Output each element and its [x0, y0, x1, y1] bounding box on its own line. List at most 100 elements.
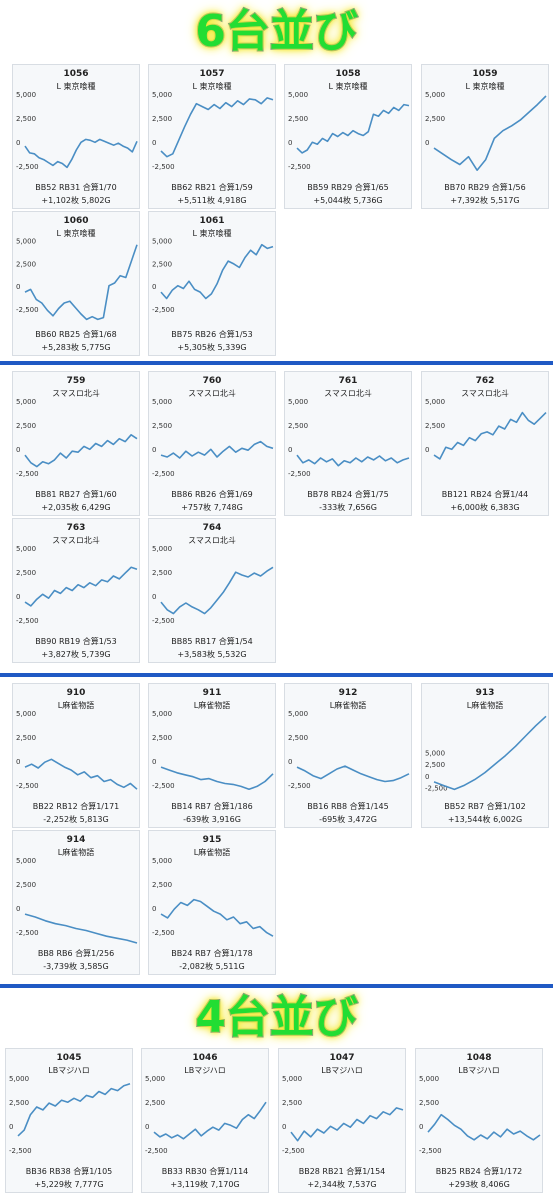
machine-model: スマスロ北斗 [52, 536, 100, 545]
machine-model: スマスロ北斗 [324, 389, 372, 398]
machine-chart-card: 910 L麻雀物語 5,000 2,500 0 -2,500 BB22 RB12 合算1/1… [12, 683, 140, 828]
line-chart: 5,000 2,500 0 -2,500 [152, 238, 274, 314]
machine-number: 1046 [192, 1053, 218, 1063]
machine-chart-card: 1046 LBマジハロ 5,000 2,500 0 -2,500 BB33 RB30 合算1… [141, 1048, 269, 1193]
bonus-stats: BB78 RB24 合算1/75 [307, 490, 389, 499]
bonus-stats: BB24 RB7 合算1/178 [171, 949, 253, 958]
machine-number: 763 [66, 523, 86, 533]
bonus-stats: BB33 RB30 合算1/114 [161, 1167, 249, 1176]
y-tick-label: 2,500 [16, 881, 36, 889]
line-chart: 5,000 2,500 0 -2,500 [16, 238, 138, 321]
series-line [24, 758, 138, 790]
bonus-stats: BB90 RB19 合算1/53 [35, 637, 117, 646]
machine-number: 910 [66, 688, 86, 698]
series-line [296, 454, 410, 467]
series-line [153, 1101, 267, 1140]
machine-model: L 東京喰種 [56, 82, 96, 91]
y-tick-label: 0 [425, 773, 429, 781]
series-line [433, 715, 547, 791]
y-tick-label: 5,000 [16, 545, 36, 553]
machine-number: 1057 [199, 69, 225, 79]
machine-number: 1056 [63, 69, 89, 79]
heading-four-machines: 4台並び [194, 991, 359, 1044]
y-tick-label: 2,500 [145, 1099, 165, 1107]
series-line [160, 766, 274, 790]
bonus-stats: BB75 RB26 合算1/53 [171, 330, 253, 339]
machine-chart-card: 1060 L 東京喰種 5,000 2,500 0 -2,500 BB60 RB25 合算1… [12, 211, 140, 356]
y-tick-label: -2,500 [145, 1147, 168, 1155]
y-tick-label: 2,500 [16, 734, 36, 742]
machine-number: 1048 [466, 1053, 492, 1063]
y-tick-label: 5,000 [425, 91, 445, 99]
y-tick-label: 2,500 [425, 761, 445, 769]
y-tick-label: 0 [425, 446, 429, 454]
bonus-stats: BB22 RB12 合算1/171 [32, 802, 120, 811]
machine-model: L 東京喰種 [56, 229, 96, 238]
series-line [160, 97, 274, 158]
y-tick-label: 5,000 [152, 238, 172, 246]
machine-model: スマスロ北斗 [52, 389, 100, 398]
payout-games: +293枚 8,406G [448, 1180, 510, 1189]
machine-model: LBマジハロ [458, 1066, 500, 1075]
bonus-stats: BB36 RB38 合算1/105 [25, 1167, 113, 1176]
section-separator [0, 984, 553, 988]
y-tick-label: 2,500 [288, 734, 308, 742]
machine-model: L 東京喰種 [465, 82, 505, 91]
y-tick-label: 0 [9, 1123, 13, 1131]
series-line [24, 138, 138, 169]
machine-chart-card: 762 スマスロ北斗 5,000 2,500 0 BB121 RB24 合算1/44 +6,… [421, 371, 549, 516]
series-line [24, 244, 138, 321]
y-tick-label: -2,500 [425, 785, 448, 793]
y-tick-label: 2,500 [425, 422, 445, 430]
machine-chart-card: 913 L麻雀物語 5,000 2,500 0 -2,500 BB52 RB7 合算1/10… [421, 683, 549, 828]
line-chart: 5,000 2,500 0 [425, 398, 547, 460]
line-chart: 5,000 2,500 0 -2,500 [16, 545, 138, 625]
payout-games: +13,544枚 6,002G [447, 815, 523, 824]
machine-chart-card: 764 スマスロ北斗 5,000 2,500 0 -2,500 BB85 RB17 合算1/… [148, 518, 276, 663]
y-tick-label: 5,000 [419, 1075, 439, 1083]
y-tick-label: -2,500 [16, 929, 39, 937]
y-tick-label: 2,500 [152, 115, 172, 123]
y-tick-label: 0 [16, 593, 20, 601]
machine-chart-card: 1057 L 東京喰種 5,000 2,500 0 -2,500 BB62 RB21 合算1… [148, 64, 276, 209]
machine-chart-card: 1048 LBマジハロ 5,000 2,500 0 -2,500 BB25 RB24 合算1… [415, 1048, 543, 1193]
bonus-stats: BB8 RB6 合算1/256 [37, 949, 115, 958]
y-tick-label: 0 [152, 758, 156, 766]
machine-number: 1045 [56, 1053, 82, 1063]
y-tick-label: 0 [152, 283, 156, 291]
y-tick-label: 0 [152, 905, 156, 913]
y-tick-label: -2,500 [419, 1147, 442, 1155]
machine-number: 911 [202, 688, 222, 698]
y-tick-label: -2,500 [16, 782, 39, 790]
series-line [24, 913, 138, 944]
machine-model: L麻雀物語 [329, 701, 367, 710]
y-tick-label: 5,000 [16, 398, 36, 406]
y-tick-label: 2,500 [16, 422, 36, 430]
machine-number: 915 [202, 835, 222, 845]
payout-games: +1,102枚 5,802G [41, 196, 111, 205]
bonus-stats: BB52 RB7 合算1/102 [444, 802, 526, 811]
section-separator [0, 673, 553, 677]
y-tick-label: -2,500 [282, 1147, 305, 1155]
machine-chart-card: 759 スマスロ北斗 5,000 2,500 0 -2,500 BB81 RB27 合算1/… [12, 371, 140, 516]
y-tick-label: 5,000 [152, 857, 172, 865]
machine-number: 1061 [199, 216, 225, 226]
y-tick-label: 2,500 [152, 260, 172, 268]
line-chart: 5,000 2,500 0 -2,500 [152, 545, 274, 625]
y-tick-label: 2,500 [282, 1099, 302, 1107]
machine-number: 912 [338, 688, 358, 698]
y-tick-label: 2,500 [152, 734, 172, 742]
bonus-stats: BB86 RB26 合算1/69 [171, 490, 253, 499]
machine-number: 764 [202, 523, 222, 533]
series-line [160, 566, 274, 615]
machine-number: 761 [338, 376, 358, 386]
bonus-stats: BB121 RB24 合算1/44 [441, 490, 529, 499]
machine-number: 1047 [329, 1053, 355, 1063]
machine-number: 914 [66, 835, 86, 845]
y-tick-label: 0 [288, 758, 292, 766]
machine-chart-card: 1061 L 東京喰種 5,000 2,500 0 -2,500 BB75 RB26 合算1… [148, 211, 276, 356]
y-tick-label: -2,500 [16, 617, 39, 625]
machine-model: L麻雀物語 [193, 848, 231, 857]
y-tick-label: 5,000 [152, 91, 172, 99]
payout-games: -2,082枚 5,511G [179, 962, 245, 971]
